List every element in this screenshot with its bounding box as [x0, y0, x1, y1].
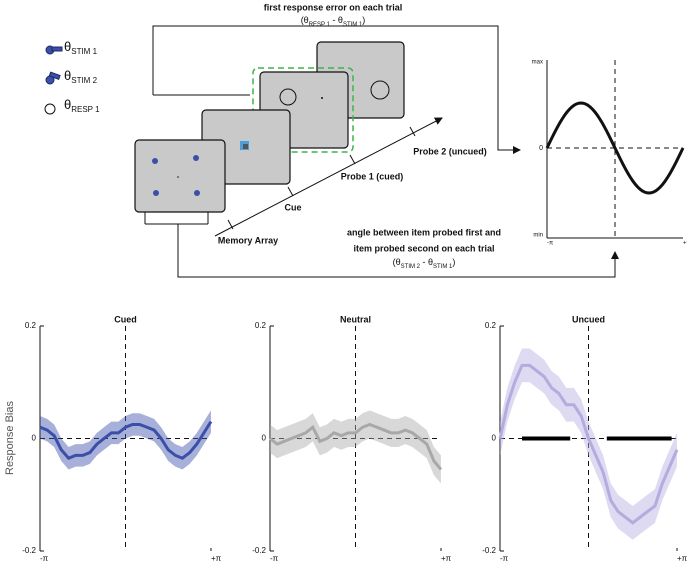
schematic-label: +π — [683, 241, 687, 247]
x-tick-label: -π — [270, 554, 279, 563]
screen-memory — [134, 139, 226, 213]
legend-sub: STIM 2 — [71, 76, 97, 85]
schematic-label: min — [533, 233, 543, 239]
y-tick-label: 0 — [262, 434, 267, 443]
legend-sub: STIM 1 — [71, 47, 97, 56]
y-tick-label: 0.2 — [485, 321, 497, 330]
formula-part: (θ — [301, 15, 309, 25]
schematic-label: -π — [547, 241, 553, 247]
y-tick-label: 0 — [32, 434, 37, 443]
legend-symbol: θ — [64, 97, 71, 112]
timeline-label: Cue — [284, 202, 301, 212]
error-band — [40, 410, 211, 470]
y-axis-label: Response Bias — [4, 401, 16, 475]
y-tick-label: -0.2 — [252, 546, 266, 555]
formula-part: STIM 2 — [401, 264, 421, 270]
legend-entry: θSTIM 2 — [64, 68, 98, 85]
legend-entry: θSTIM 1 — [64, 39, 98, 56]
x-tick-label: -π — [40, 554, 49, 563]
formula: (θRESP 1 - θSTIM 1) — [301, 15, 366, 27]
x-tick-label: -π — [500, 554, 509, 563]
timeline-label: Memory Array — [218, 235, 278, 245]
x-tick-label: +π — [677, 554, 687, 563]
mean-line — [498, 363, 679, 525]
formula-part: - θ — [330, 15, 343, 25]
mean-line — [39, 420, 213, 460]
legend-symbol: θ — [64, 39, 71, 54]
x-tick-label: +π — [441, 554, 452, 563]
schematic-curve — [545, 101, 685, 195]
chart-title: Neutral — [340, 314, 371, 324]
error-band — [500, 348, 677, 540]
formula-part: STIM 1 — [433, 264, 453, 270]
timeline-label: Probe 2 (uncued) — [413, 146, 487, 156]
label: item probed second on each trial — [353, 243, 494, 253]
schematic-label: max — [532, 60, 543, 66]
schematic-diagram — [44, 25, 683, 278]
formula-part: ) — [362, 15, 365, 25]
y-tick-label: -0.2 — [22, 546, 36, 555]
y-tick-label: -0.2 — [482, 546, 496, 555]
y-tick-label: 0.2 — [25, 321, 37, 330]
chart-title: Uncued — [572, 314, 605, 324]
y-tick-label: 0 — [492, 434, 497, 443]
label: first response error on each trial — [264, 2, 403, 12]
formula-part: ) — [452, 257, 455, 267]
formula-part: (θ — [393, 257, 401, 267]
chart-title: Cued — [114, 314, 137, 324]
formula-part: RESP 1 — [309, 22, 331, 28]
formula: (θSTIM 2 - θSTIM 1) — [393, 257, 456, 269]
schematic-label: 0 — [539, 145, 543, 152]
formula-part: - θ — [420, 257, 433, 267]
legend-symbol: θ — [64, 68, 71, 83]
legend-sub: RESP 1 — [71, 105, 100, 114]
y-tick-label: 0.2 — [255, 321, 267, 330]
formula-part: STIM 1 — [343, 22, 363, 28]
mean-line — [269, 422, 443, 471]
label: angle between item probed first and — [347, 227, 501, 237]
timeline-label: Probe 1 (cued) — [341, 171, 404, 181]
legend-entry: θRESP 1 — [64, 97, 100, 114]
x-tick-label: +π — [211, 554, 222, 563]
